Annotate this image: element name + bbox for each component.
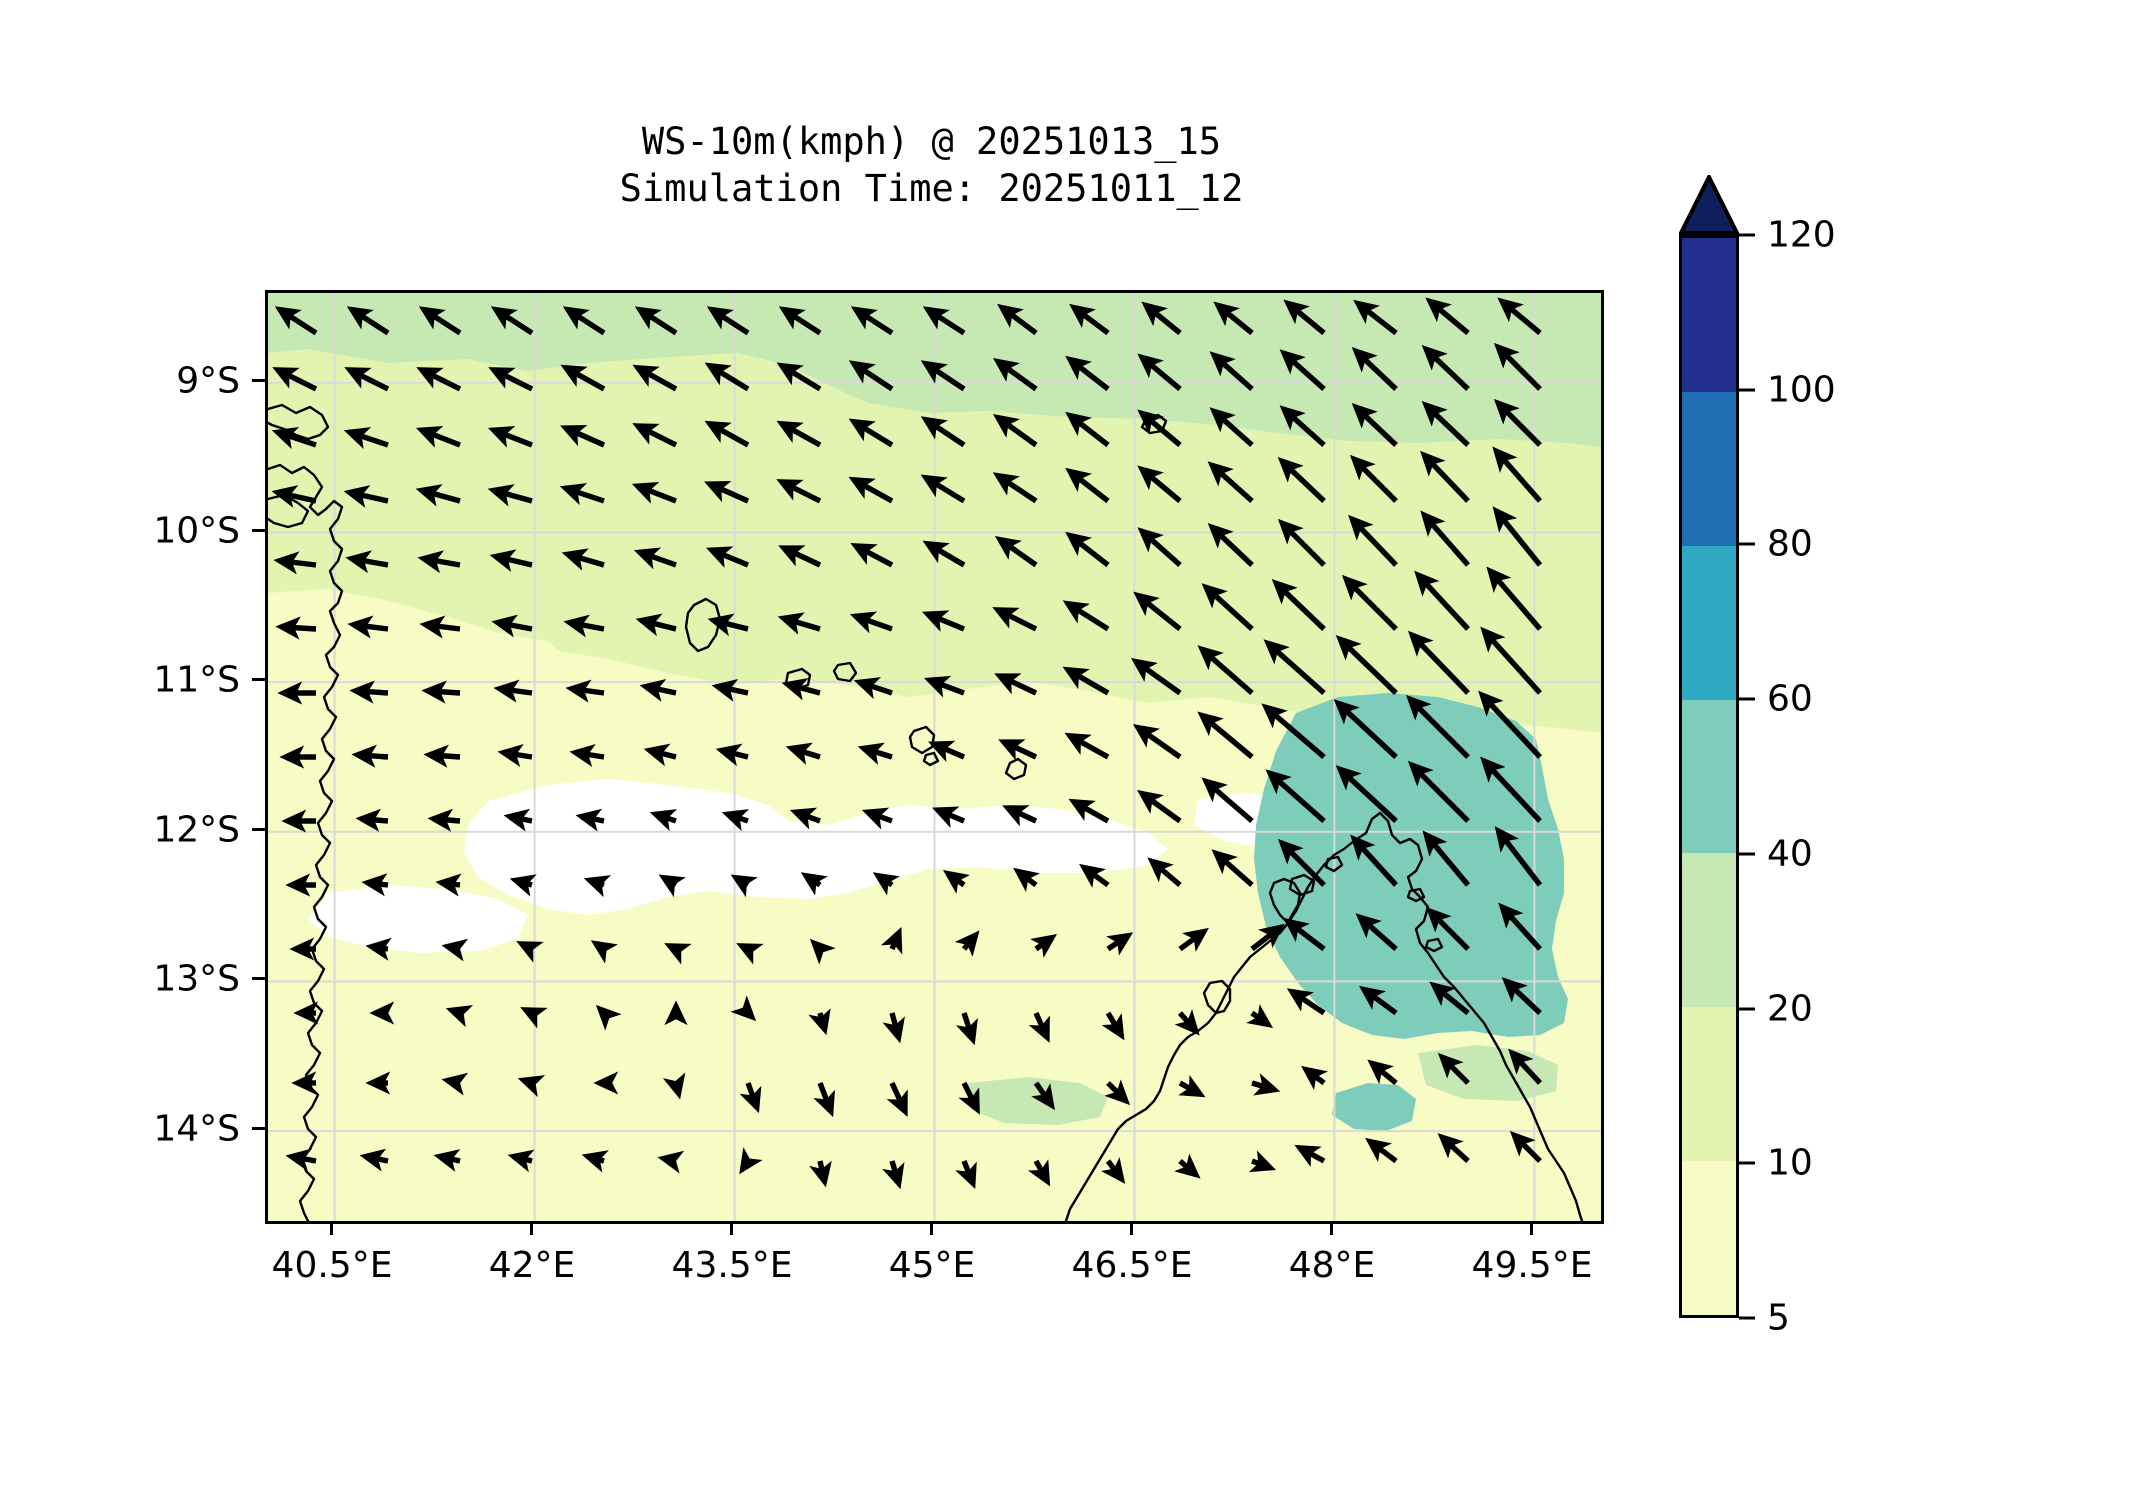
xtick-mark-46_5 <box>1130 1221 1133 1235</box>
colorbar-tick-100 <box>1739 388 1755 392</box>
ytick-label-9: 9°S <box>176 360 240 402</box>
coastline-islet-east-1 <box>1406 887 1426 903</box>
ytick-mark-14 <box>252 1127 266 1130</box>
colorbar-tick-40 <box>1739 852 1755 856</box>
colorbar-label-5: 5 <box>1767 1297 1790 1339</box>
xtick-mark-42 <box>530 1221 533 1235</box>
colorbar-extend-max-arrow <box>1679 175 1739 235</box>
colorbar-band-100-120 <box>1682 238 1736 392</box>
under-5-calm-region <box>464 779 1168 915</box>
coastline-mayotte <box>908 725 936 755</box>
ytick-mark-11 <box>252 678 266 681</box>
xtick-mark-43_5 <box>730 1221 733 1235</box>
map-plot-area <box>268 293 1601 1221</box>
colorbar-band-5-10 <box>1682 1161 1736 1315</box>
xtick-label-45: 45°E <box>888 1245 976 1286</box>
colorbar-label-60: 60 <box>1767 678 1813 720</box>
xtick-label-42: 42°E <box>488 1245 576 1286</box>
chart-title-line-1: WS-10m(kmph) @ 20251013_15 <box>641 120 1222 163</box>
colorbar-tick-10 <box>1739 1161 1755 1165</box>
coastline-madagascar-north <box>1364 811 1584 1221</box>
coastline-madagascar-bay-notch-2 <box>1202 979 1232 1015</box>
band-5-10-lobe-west <box>268 589 568 667</box>
xtick-label-46_5: 46.5°E <box>1071 1245 1193 1286</box>
colorbar-label-120: 120 <box>1767 214 1836 256</box>
chart-title-line-2: Simulation Time: 20251011_12 <box>619 167 1244 211</box>
colorbar-band-10-20 <box>1682 1007 1736 1162</box>
colorbar-tick-120 <box>1739 233 1755 237</box>
coastline-madagascar-bay-notch-1 <box>1268 877 1302 925</box>
coastline-grande-comore <box>684 597 722 653</box>
ytick-label-10: 10°S <box>153 510 240 552</box>
colorbar-label-20: 20 <box>1767 988 1813 1030</box>
wind-arrows <box>271 297 1543 1190</box>
ytick-label-11: 11°S <box>153 659 240 701</box>
colorbar-label-10: 10 <box>1767 1142 1813 1184</box>
band-40-60-secondary-patch <box>1332 1083 1416 1131</box>
colorbar-tick-5 <box>1739 1316 1755 1320</box>
ytick-label-12: 12°S <box>153 809 240 851</box>
colorbar-tick-60 <box>1739 697 1755 701</box>
colorbar-band-60-80 <box>1682 545 1736 700</box>
coastline-anjouan <box>832 661 858 683</box>
colorbar-label-100: 100 <box>1767 369 1836 411</box>
colorbar[interactable]: 120 100 80 60 40 20 10 5 <box>1679 175 1836 1339</box>
colorbar-label-40: 40 <box>1767 833 1813 875</box>
xtick-mark-49_5 <box>1530 1221 1533 1235</box>
xtick-mark-40_5 <box>330 1221 333 1235</box>
xtick-label-43_5: 43.5°E <box>671 1245 793 1286</box>
ytick-mark-10 <box>252 529 266 532</box>
colorbar-tick-80 <box>1739 542 1755 546</box>
ytick-mark-12 <box>252 828 266 831</box>
xtick-mark-45 <box>930 1221 933 1235</box>
under-5-calm-region-southwest <box>308 885 528 953</box>
xtick-label-40_5: 40.5°E <box>271 1245 393 1286</box>
colorbar-band-40-60 <box>1682 699 1736 854</box>
map-axes[interactable] <box>265 290 1604 1224</box>
colorbar-band-20-40 <box>1682 853 1736 1008</box>
xtick-label-49_5: 49.5°E <box>1471 1245 1593 1286</box>
xtick-label-48: 48°E <box>1288 1245 1376 1286</box>
colorbar-bands <box>1679 235 1739 1318</box>
coastline-islet-east-2 <box>1424 937 1444 953</box>
colorbar-tick-20 <box>1739 1007 1755 1011</box>
ytick-label-13: 13°S <box>153 958 240 1000</box>
chart-title-block: WS-10m(kmph) @ 20251013_15 Simulation Ti… <box>265 118 1598 213</box>
coastline-nosy-mitsio <box>1324 855 1344 873</box>
coastline-nosy-be <box>1288 873 1316 897</box>
xtick-mark-48 <box>1330 1221 1333 1235</box>
ytick-mark-9 <box>252 379 266 382</box>
wind-vector-quiver-layer <box>271 297 1543 1190</box>
ytick-mark-13 <box>252 977 266 980</box>
ytick-label-14: 14°S <box>153 1108 240 1150</box>
colorbar-band-80-100 <box>1682 391 1736 546</box>
colorbar-label-80: 80 <box>1767 523 1813 565</box>
